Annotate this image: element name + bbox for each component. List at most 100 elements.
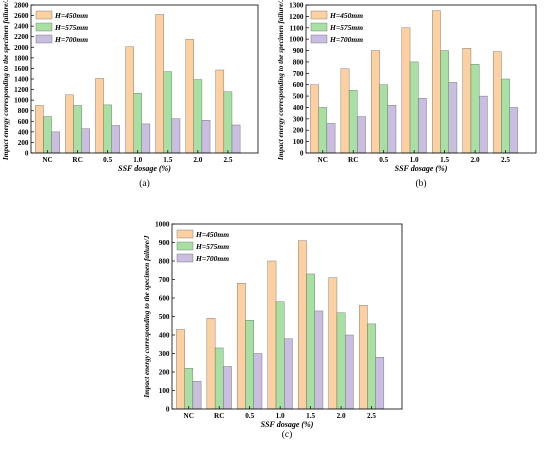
bar-h575mm-RC — [348, 90, 358, 154]
bar-h700mm-1-0 — [418, 98, 427, 154]
bar-h700mm-RC — [223, 366, 232, 410]
bar-h450mm-NC — [310, 84, 319, 154]
bar-h575mm-NC — [318, 107, 328, 154]
y-tick-label: 700 — [159, 276, 170, 284]
bar-h575mm-0-5 — [245, 320, 254, 410]
y-tick-label: 2600 — [14, 12, 29, 20]
bar-h575mm-1-0 — [133, 93, 142, 154]
legend-swatch — [310, 10, 328, 20]
y-tick-label: 500 — [293, 93, 304, 101]
legend-swatch — [310, 34, 328, 44]
bar-h700mm-NC — [192, 381, 202, 410]
legend-swatch — [176, 253, 194, 263]
y-tick-label: 400 — [159, 332, 170, 340]
bar-h450mm-1-5 — [155, 14, 164, 154]
legend-swatch — [35, 10, 53, 20]
bar-h575mm-1-5 — [440, 50, 449, 154]
bar-h700mm-0-5 — [387, 105, 397, 154]
y-tick-label: 1600 — [14, 65, 29, 73]
y-tick-label: 600 — [18, 118, 29, 126]
x-tick-label: 1.0 — [133, 156, 142, 164]
y-tick-label: 2200 — [14, 33, 29, 41]
y-tick-label: 400 — [293, 104, 304, 112]
x-tick-label: 1.0 — [410, 156, 419, 164]
bar-h450mm-1-5 — [432, 10, 441, 154]
bar-h575mm-1-5 — [163, 71, 173, 154]
y-tick-label: 200 — [293, 127, 304, 135]
y-axis-label: Impact energy corresponding to the speci… — [143, 235, 151, 399]
y-tick-label: 1800 — [14, 54, 29, 62]
y-tick-label: 1200 — [14, 86, 29, 94]
bar-h575mm-0-5 — [103, 104, 112, 154]
bar-h700mm-1-5 — [171, 118, 181, 154]
y-tick-label: 1100 — [290, 24, 304, 32]
y-tick-label: 0 — [166, 406, 170, 414]
bar-h575mm-2-0 — [193, 79, 203, 154]
panel-label: (b) — [415, 178, 426, 189]
bar-h450mm-NC — [35, 105, 44, 154]
bar-h700mm-NC — [51, 131, 60, 154]
x-tick-label: RC — [72, 156, 82, 164]
y-tick-label: 900 — [159, 239, 170, 247]
legend: H=450mm H=575mm H=700mm — [310, 10, 363, 44]
y-tick-label: 2800 — [14, 2, 29, 10]
legend-label: H=700mm — [329, 35, 363, 44]
x-tick-label: 1.5 — [306, 412, 315, 420]
y-tick-label: 0 — [300, 150, 304, 158]
bar-h575mm-2-5 — [223, 91, 233, 154]
chart-2: 0 100 200 300 400 500 600 700 800 900 1000 1100 1200… — [277, 0, 537, 189]
y-tick-label: 800 — [159, 258, 170, 266]
x-tick-label: 1.5 — [440, 156, 449, 164]
bar-h700mm-RC — [357, 116, 366, 154]
legend-label: H=575mm — [54, 23, 88, 32]
bar-h575mm-2-5 — [501, 78, 510, 154]
x-tick-label: 2.0 — [471, 156, 480, 164]
legend-label: H=450mm — [195, 230, 229, 239]
y-tick-label: 2400 — [14, 23, 29, 31]
bar-h575mm-NC — [43, 116, 52, 154]
bar-h450mm-2-0 — [185, 39, 194, 154]
legend-swatch — [176, 241, 194, 251]
y-tick-label: 1300 — [289, 2, 304, 10]
bar-h450mm-RC — [206, 318, 216, 410]
bar-h450mm-0-5 — [95, 78, 104, 154]
y-tick-label: 500 — [159, 313, 170, 321]
y-tick-label: 2000 — [14, 44, 29, 52]
x-tick-label: 0.5 — [379, 156, 388, 164]
bar-h700mm-RC — [81, 128, 90, 154]
x-axis-label: SSF dosage (%) — [118, 164, 171, 173]
bar-h575mm-NC — [184, 368, 194, 410]
y-tick-label: 700 — [293, 70, 304, 78]
legend: H=450mm H=575mm H=700mm — [35, 10, 88, 44]
bar-h450mm-NC — [176, 329, 185, 410]
y-tick-label: 200 — [159, 369, 170, 377]
y-tick-label: 600 — [293, 81, 304, 89]
bar-h575mm-2-5 — [367, 323, 376, 410]
y-tick-label: 1400 — [14, 76, 29, 84]
bar-h700mm-0-5 — [111, 125, 121, 154]
y-tick-label: 600 — [159, 295, 170, 303]
legend-swatch — [176, 229, 194, 239]
bar-h450mm-2-0 — [462, 48, 472, 154]
bar-h700mm-2-0 — [479, 95, 488, 154]
y-tick-label: 1000 — [14, 97, 29, 105]
bar-h450mm-2-5 — [359, 305, 368, 410]
bar-h450mm-RC — [340, 68, 350, 154]
bar-h450mm-2-5 — [493, 51, 502, 154]
y-tick-label: 1200 — [289, 13, 304, 21]
bar-h700mm-2-5 — [375, 357, 385, 410]
chart-3: 0 100 200 300 400 500 600 700 800 900 1000 NC RC 0.5 1… — [143, 221, 403, 440]
x-tick-label: RC — [214, 412, 224, 420]
y-tick-label: 300 — [293, 115, 304, 123]
legend-swatch — [35, 22, 53, 32]
bar-h700mm-1-0 — [141, 123, 151, 154]
x-tick-label: 2.5 — [501, 156, 510, 164]
bar-h575mm-1-0 — [409, 61, 419, 154]
legend-label: H=450mm — [54, 11, 88, 20]
bar-h450mm-RC — [65, 94, 74, 154]
bar-h575mm-1-5 — [306, 273, 315, 410]
x-tick-label: NC — [42, 156, 52, 164]
y-tick-label: 100 — [293, 138, 304, 146]
x-tick-label: 2.0 — [337, 412, 346, 420]
chart-1: 0 200 400 600 800 1000 1200 1400 1600 1800 2000 220… — [2, 0, 259, 189]
